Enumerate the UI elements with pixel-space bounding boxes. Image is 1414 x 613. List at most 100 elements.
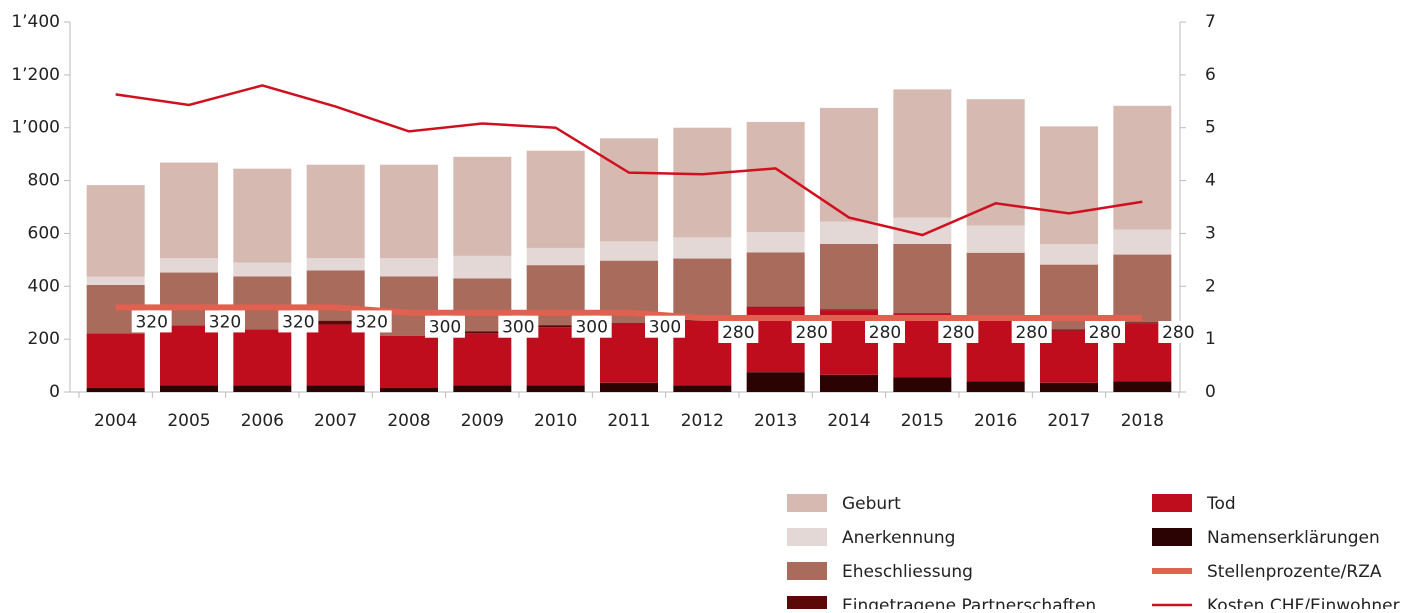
bar-segment bbox=[600, 382, 658, 392]
bar-segment bbox=[380, 164, 438, 259]
x-tick-label: 2015 bbox=[901, 411, 944, 431]
bar-segment bbox=[86, 333, 145, 389]
bar-segment bbox=[233, 168, 292, 263]
bar-segment bbox=[1113, 229, 1172, 255]
bar-segment bbox=[160, 258, 218, 273]
data-label-bg bbox=[351, 310, 392, 333]
bar-segment bbox=[233, 329, 292, 386]
bar-segment bbox=[526, 325, 585, 328]
bar-segment bbox=[306, 385, 365, 392]
data-label-bg bbox=[865, 321, 905, 343]
bar-segment bbox=[1040, 244, 1098, 265]
x-tick-label: 2007 bbox=[314, 411, 357, 431]
bar-segment bbox=[86, 276, 145, 285]
bar-segment bbox=[233, 262, 292, 277]
bar-segment bbox=[820, 221, 878, 244]
data-label: 320 bbox=[355, 312, 387, 332]
legend-label: Tod bbox=[1206, 494, 1236, 514]
legend-label: Kosten CHF/Einwohner bbox=[1207, 596, 1400, 609]
x-tick-label: 2016 bbox=[974, 411, 1017, 431]
bar-segment bbox=[306, 258, 365, 271]
bar-segment bbox=[820, 107, 878, 222]
x-tick-label: 2017 bbox=[1047, 411, 1090, 431]
bar-segment bbox=[966, 252, 1025, 320]
bar-segment bbox=[746, 252, 805, 307]
bar-segment bbox=[893, 313, 952, 315]
bar-segment bbox=[893, 377, 952, 392]
legend-swatch bbox=[787, 596, 827, 613]
x-tick-label: 2006 bbox=[241, 411, 284, 431]
legend-label: Namenserklärungen bbox=[1207, 528, 1380, 548]
data-label: 300 bbox=[575, 318, 607, 338]
bar-segment bbox=[306, 324, 365, 386]
bar-segment bbox=[966, 381, 1025, 392]
y-tick-label: 600 bbox=[28, 223, 60, 243]
x-tick-label: 2009 bbox=[461, 411, 504, 431]
bar-segment bbox=[746, 232, 805, 253]
bar-segment bbox=[160, 385, 218, 392]
data-label-bg bbox=[498, 315, 539, 338]
legend-label: Geburt bbox=[842, 494, 901, 514]
bar-segment bbox=[160, 325, 218, 386]
bar-segment bbox=[746, 121, 805, 233]
data-label-bg bbox=[205, 310, 245, 333]
y2-tick-label: 5 bbox=[1205, 118, 1216, 138]
data-label: 300 bbox=[429, 318, 461, 338]
data-label-bg bbox=[791, 321, 832, 343]
data-label: 280 bbox=[722, 323, 754, 343]
data-label-bg bbox=[425, 315, 465, 338]
data-label: 320 bbox=[282, 312, 314, 332]
y-tick-label: 1’000 bbox=[11, 118, 60, 138]
bar-segment bbox=[1040, 329, 1098, 331]
x-tick-label: 2004 bbox=[94, 411, 137, 431]
data-label: 280 bbox=[869, 323, 901, 343]
y-tick-label: 200 bbox=[28, 329, 60, 349]
y2-tick-label: 3 bbox=[1205, 223, 1216, 243]
bar-segment bbox=[233, 385, 292, 392]
legend-swatch bbox=[787, 528, 827, 546]
bar-segment bbox=[453, 385, 512, 392]
y2-tick-label: 4 bbox=[1205, 171, 1216, 191]
data-label: 280 bbox=[1162, 323, 1194, 343]
bar-segment bbox=[453, 255, 512, 279]
bar-segment bbox=[380, 388, 438, 392]
x-tick-label: 2014 bbox=[827, 411, 870, 431]
bar-segment bbox=[820, 309, 878, 311]
bar-segment bbox=[1040, 126, 1098, 244]
data-label-bg bbox=[571, 315, 612, 338]
data-label: 320 bbox=[209, 312, 241, 332]
bar-segment bbox=[746, 372, 805, 392]
legend-swatch bbox=[787, 562, 827, 580]
bar-segment bbox=[86, 185, 145, 277]
y-tick-label: 400 bbox=[28, 276, 60, 296]
y2-tick-label: 1 bbox=[1205, 329, 1216, 349]
bar-segment bbox=[893, 89, 952, 218]
legend-swatch bbox=[1152, 528, 1192, 546]
bar-segment bbox=[86, 388, 145, 392]
bar-segment bbox=[673, 127, 732, 238]
bar-segment bbox=[746, 306, 805, 308]
bar-segment bbox=[453, 333, 512, 386]
data-label: 320 bbox=[135, 312, 167, 332]
bar-segment bbox=[673, 258, 732, 320]
legend-label: Eheschliessung bbox=[842, 562, 973, 582]
data-label: 280 bbox=[942, 323, 974, 343]
bar-segment bbox=[453, 331, 512, 334]
data-label-bg bbox=[938, 321, 979, 343]
bar-segment bbox=[673, 237, 732, 259]
bar-segment bbox=[820, 374, 878, 392]
data-label: 280 bbox=[795, 323, 827, 343]
x-tick-label: 2018 bbox=[1121, 411, 1164, 431]
bar-segment bbox=[526, 247, 585, 266]
data-label-bg bbox=[1085, 321, 1125, 343]
x-tick-label: 2010 bbox=[534, 411, 577, 431]
bar-segment bbox=[600, 323, 658, 324]
bar-segment bbox=[600, 241, 658, 261]
bar-segment bbox=[526, 385, 585, 392]
bar-segment bbox=[526, 150, 585, 248]
line bbox=[115, 84, 1143, 237]
data-label: 300 bbox=[649, 318, 681, 338]
x-tick-label: 2012 bbox=[681, 411, 724, 431]
legend-label: Eingetragene Partnerschaften bbox=[842, 596, 1096, 609]
